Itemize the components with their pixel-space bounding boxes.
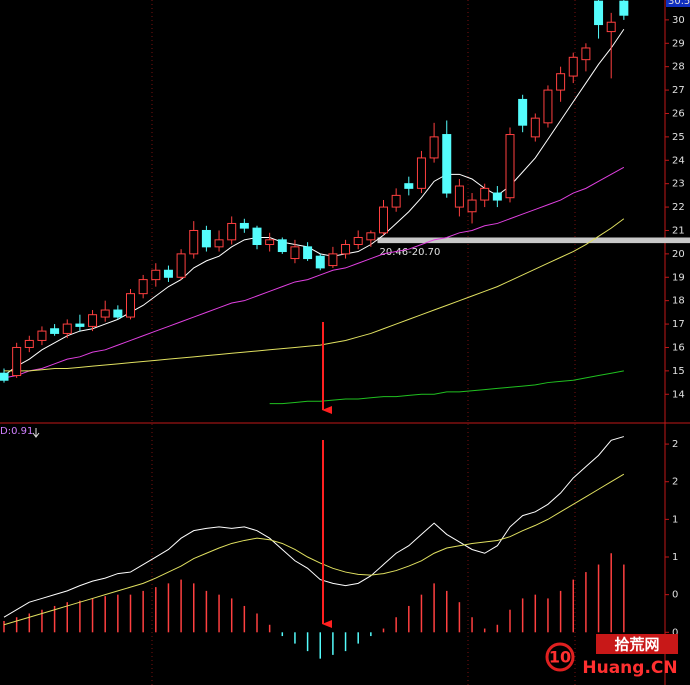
candle-body [138, 279, 148, 295]
candle-body [239, 222, 249, 229]
y-tick-label: 14 [672, 389, 685, 400]
y-tick-label: 2 [672, 477, 678, 488]
candle-body [24, 339, 34, 348]
candle-body [252, 227, 262, 246]
y-tick-label: 0 [672, 627, 678, 638]
candle-body [328, 253, 338, 267]
price-panel: 20.46-20.70 [0, 0, 665, 405]
candle-body [429, 136, 439, 159]
watermark: 10 拾荒网 Huang.CN [545, 634, 678, 678]
candle-body [189, 229, 199, 255]
candle-body [50, 328, 60, 334]
candle-body [277, 239, 287, 253]
y-tick-label: 15 [672, 366, 685, 377]
candle-body [62, 323, 72, 334]
y-tick-label: 22 [672, 202, 685, 213]
candle-body [290, 246, 300, 260]
candle-body [416, 157, 426, 189]
y-tick-label: 18 [672, 296, 685, 307]
candle-body [353, 236, 363, 246]
candle-body [227, 222, 237, 241]
indicator-arrow [32, 428, 40, 438]
candle-body [201, 229, 211, 248]
y-tick-label: 25 [672, 132, 685, 143]
logo-ring [545, 642, 575, 672]
candle-body [303, 246, 313, 260]
candle-body [505, 134, 515, 199]
y-tick-label: 28 [672, 62, 685, 73]
y-tick-label: 1 [672, 552, 678, 563]
candle-body [454, 185, 464, 208]
macd-panel [3, 436, 625, 659]
candle-body [12, 346, 22, 377]
candle-body [113, 309, 123, 318]
logo-domain: Huang.CN [582, 658, 677, 678]
candle-body [594, 0, 604, 26]
candle-body [619, 0, 629, 16]
price-band-axis [665, 237, 690, 244]
y-tick-label: 2 [672, 439, 678, 450]
candle-body [518, 98, 528, 126]
candle-body [467, 199, 477, 213]
candle-body [265, 239, 275, 246]
line-series [3, 166, 625, 379]
band-label: 20.46-20.70 [380, 247, 441, 258]
candle-body [568, 56, 578, 77]
candle-body [214, 239, 224, 248]
y-tick-label: 1 [672, 514, 678, 525]
line-series [3, 436, 624, 618]
y-tick-label: 19 [672, 272, 685, 283]
candle-body [100, 309, 110, 318]
logo-number: 10 [549, 648, 571, 667]
line-series [269, 370, 624, 405]
candle-body [442, 134, 452, 194]
candle-body [176, 253, 186, 278]
logo-site: 拾荒网 [614, 636, 659, 654]
candle-body [492, 192, 502, 201]
candle-body [341, 244, 351, 255]
candle-body [126, 293, 135, 318]
candle-body [530, 117, 540, 138]
axes: 141516171819202122232425262728293030.500… [0, 0, 690, 638]
candle-body [151, 269, 161, 281]
candle-body [88, 314, 98, 327]
y-tick-label: 21 [672, 225, 685, 236]
candle-body [480, 187, 490, 201]
y-tick-label: 27 [672, 85, 685, 96]
candle-body [606, 21, 616, 33]
line-series [3, 28, 625, 376]
candle-body [315, 255, 325, 269]
candle-body [37, 330, 47, 341]
y-tick-label: 29 [672, 38, 685, 49]
y-tick-label: 20 [672, 249, 685, 260]
y-tick-label: 23 [672, 179, 685, 190]
y-tick-label: 16 [672, 342, 685, 353]
candle-body [75, 323, 85, 327]
candle-body [163, 269, 173, 278]
indicator-label: D:0.91 [0, 426, 33, 437]
line-series [3, 473, 625, 626]
y-tick-label: 30 [672, 15, 685, 26]
price-band [377, 237, 665, 244]
y-tick-label: 24 [672, 155, 685, 166]
candle-body [379, 206, 388, 234]
line-series [4, 218, 625, 372]
logo-box [596, 634, 678, 654]
candle-body [366, 232, 376, 241]
candle-body [404, 183, 414, 189]
candle-body [543, 89, 553, 124]
candle-body [556, 73, 566, 91]
top-label-box [666, 0, 690, 7]
y-tick-label: 0 [672, 590, 678, 601]
top-label: 30.5 [668, 0, 690, 7]
y-tick-label: 26 [672, 108, 685, 119]
candle-body [581, 47, 591, 61]
candle-body [0, 372, 9, 381]
y-tick-label: 17 [672, 319, 685, 330]
candle-body [391, 194, 401, 208]
